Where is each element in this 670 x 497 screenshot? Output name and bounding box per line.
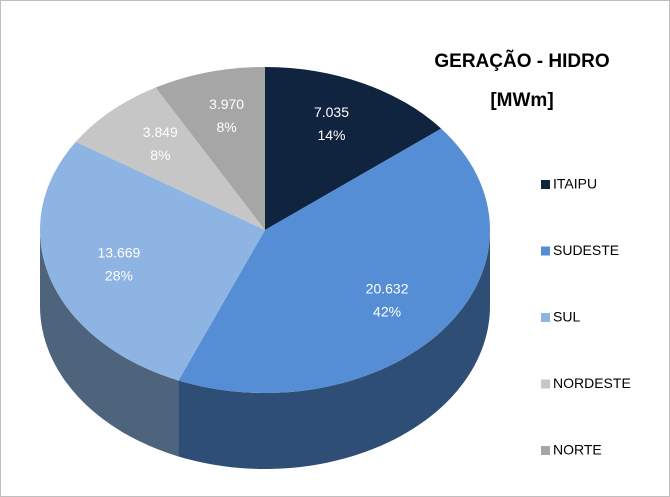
slice bbox=[155, 67, 265, 230]
data-label: 3.970 bbox=[209, 96, 244, 112]
legend-label: NORDESTE bbox=[553, 375, 631, 391]
percent-label: 42% bbox=[373, 303, 401, 319]
slice-side bbox=[40, 230, 179, 457]
percent-label: 8% bbox=[150, 147, 170, 163]
slice bbox=[265, 67, 442, 230]
percent-label: 8% bbox=[216, 119, 236, 135]
legend-swatch bbox=[541, 246, 550, 256]
legend-swatch bbox=[541, 379, 550, 389]
legend-label: SUDESTE bbox=[553, 242, 619, 258]
legend-swatch bbox=[541, 446, 550, 455]
percent-label: 14% bbox=[317, 127, 345, 143]
percent-label: 28% bbox=[105, 268, 133, 284]
slice-side bbox=[178, 230, 490, 469]
data-label: 3.849 bbox=[143, 124, 178, 140]
legend-label: SUL bbox=[553, 309, 580, 325]
slice bbox=[178, 128, 490, 393]
legend-label: NORTE bbox=[553, 442, 602, 458]
legend-swatch bbox=[541, 180, 550, 189]
legend-swatch bbox=[541, 313, 550, 322]
data-label: 13.669 bbox=[98, 245, 141, 261]
legend-label: ITAIPU bbox=[553, 176, 597, 192]
slice bbox=[75, 87, 265, 230]
data-label: 7.035 bbox=[314, 104, 349, 120]
chart-subtitle: [MWm] bbox=[490, 90, 553, 111]
chart-title: GERAÇÃO - HIDRO bbox=[434, 50, 609, 72]
data-label: 20.632 bbox=[366, 280, 409, 296]
slice bbox=[40, 141, 265, 381]
